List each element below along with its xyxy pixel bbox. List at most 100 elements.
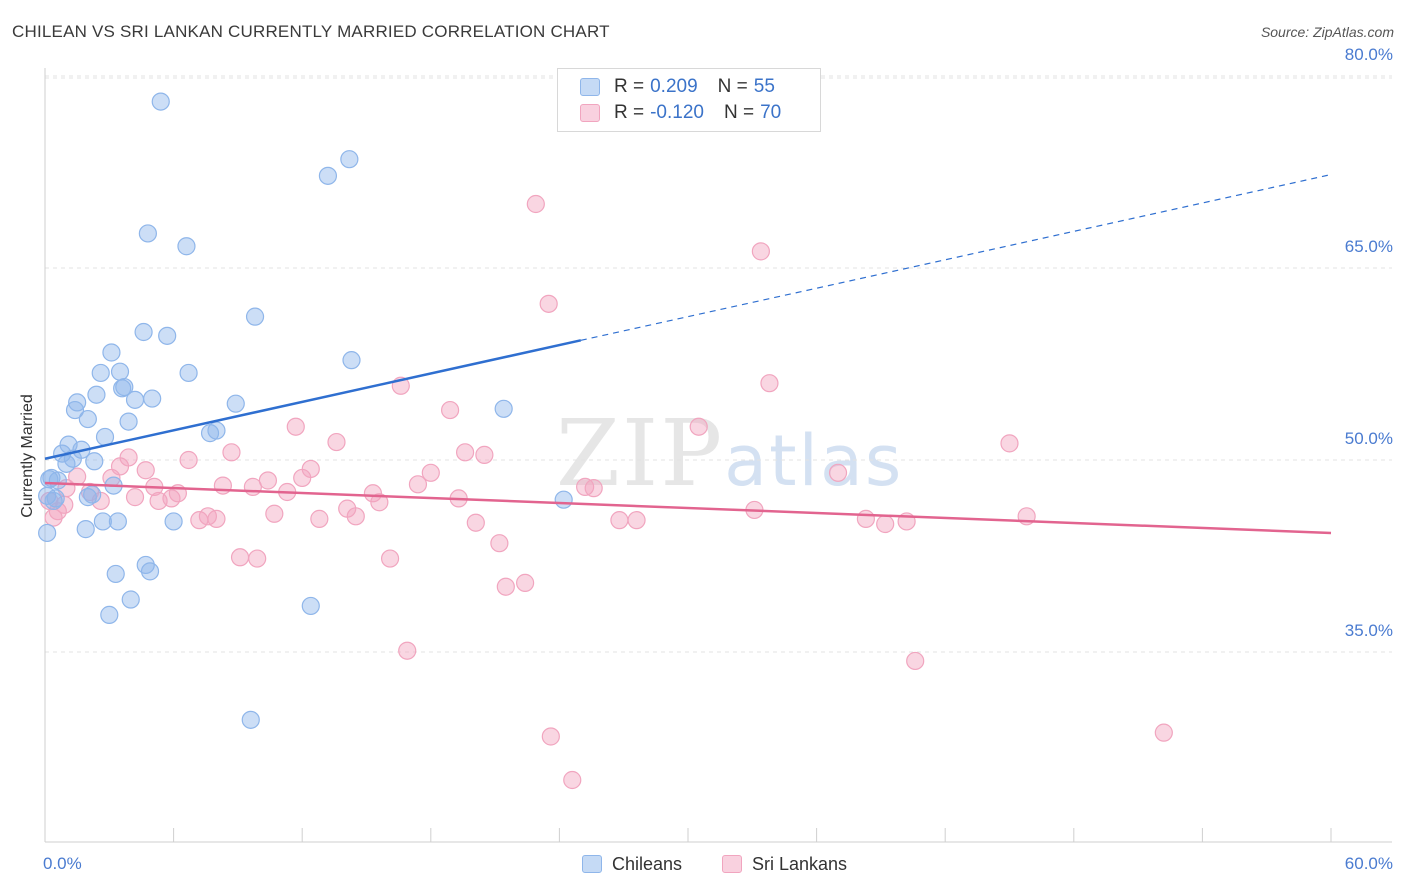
chileans-point bbox=[179, 363, 198, 383]
srilankans-point bbox=[760, 374, 779, 393]
srilankans-point bbox=[828, 463, 848, 482]
chileans-point bbox=[301, 596, 320, 616]
watermark-zip: ZIP bbox=[556, 400, 725, 507]
srilankans-point bbox=[310, 509, 329, 528]
bottom-legend-srilankans: Sri Lankans bbox=[722, 851, 847, 877]
srilankans-point bbox=[136, 461, 155, 480]
chileans-point bbox=[110, 362, 130, 381]
trend-lines bbox=[44, 173, 1332, 535]
srilankans-point bbox=[421, 463, 440, 482]
legend-r-label: R = bbox=[614, 102, 645, 123]
chileans-point bbox=[85, 452, 104, 471]
srilankans-point bbox=[207, 509, 226, 528]
chileans-point bbox=[78, 488, 97, 507]
srilankans-point bbox=[380, 549, 400, 568]
chileans-point bbox=[91, 363, 110, 383]
srilankans-point bbox=[496, 577, 515, 596]
y-tick-label: 65.0% bbox=[1345, 237, 1393, 256]
chileans-trend-line bbox=[44, 339, 582, 460]
chileans-legend-swatch bbox=[582, 855, 602, 873]
chileans-point bbox=[106, 564, 125, 584]
chileans-point bbox=[143, 389, 162, 408]
srilankans-point bbox=[856, 509, 875, 528]
y-tick-labels: 35.0% 50.0% 65.0% 80.0% bbox=[1345, 45, 1393, 640]
srilankans-point bbox=[610, 511, 629, 530]
srilankans-point bbox=[125, 488, 145, 507]
srilankans-point bbox=[455, 443, 475, 462]
srilankans-point bbox=[584, 479, 603, 498]
srilankans-point bbox=[627, 511, 646, 530]
srilankans-point bbox=[370, 493, 389, 512]
legend-row-chileans: R = 0.209 N = 55 bbox=[580, 75, 775, 99]
chileans-point bbox=[140, 562, 160, 581]
srilankans-point bbox=[286, 417, 305, 436]
chileans-point bbox=[113, 379, 132, 398]
chileans-point bbox=[318, 166, 338, 185]
srilankans-trend-line bbox=[44, 481, 1332, 535]
srilankans-point bbox=[516, 573, 535, 592]
srilankans-point bbox=[526, 194, 545, 214]
srilankans-point bbox=[213, 476, 232, 495]
chileans-legend-label: Chileans bbox=[612, 853, 683, 874]
srilankans-legend-swatch bbox=[722, 855, 742, 873]
chileans-point bbox=[241, 710, 260, 729]
srilankans-point bbox=[408, 475, 428, 494]
chileans-point bbox=[245, 307, 265, 326]
chileans-point bbox=[164, 512, 183, 531]
chart-title: CHILEAN VS SRI LANKAN CURRENTLY MARRIED … bbox=[12, 22, 610, 41]
chileans-point bbox=[121, 590, 140, 609]
bottom-legend-chileans: Chileans bbox=[582, 851, 682, 877]
srilankans-point bbox=[258, 471, 278, 490]
chileans-point bbox=[119, 412, 138, 431]
srilankans-point bbox=[751, 242, 770, 261]
chileans-point bbox=[46, 489, 65, 508]
chileans-point bbox=[38, 523, 57, 543]
legend-row-srilankans: R = -0.120 N = 70 bbox=[580, 101, 781, 125]
x-tick-labels: 0.0% 60.0% bbox=[43, 854, 1393, 873]
chileans-point bbox=[554, 490, 573, 509]
srilankans-point bbox=[119, 448, 138, 467]
chileans-point bbox=[40, 470, 59, 489]
srilankans-point bbox=[179, 450, 198, 470]
srilankans-point bbox=[466, 513, 485, 532]
axes bbox=[44, 68, 1392, 843]
legend-n-value: 55 bbox=[753, 76, 775, 97]
srilankans-point bbox=[248, 549, 267, 568]
chileans-point bbox=[134, 322, 153, 342]
srilankans-point bbox=[490, 534, 509, 553]
x-tick-label: 0.0% bbox=[43, 854, 82, 873]
legend-n-value: 70 bbox=[760, 102, 782, 123]
chileans-point bbox=[207, 421, 226, 440]
legend-n-label: N = bbox=[717, 76, 748, 97]
srilankans-point bbox=[1154, 723, 1173, 742]
chileans-point bbox=[138, 224, 157, 243]
watermark: ZIPatlas bbox=[556, 400, 903, 507]
chileans-point bbox=[340, 150, 359, 169]
chileans-trend-extension bbox=[580, 173, 1332, 341]
srilankans-point bbox=[301, 459, 320, 479]
srilankans-point bbox=[363, 484, 383, 503]
chileans-point bbox=[108, 512, 127, 531]
srilankans-point bbox=[327, 432, 346, 452]
srilankans-point bbox=[1000, 434, 1019, 453]
chileans-point bbox=[78, 409, 97, 429]
srilankans-point bbox=[265, 504, 284, 523]
srilankans-point bbox=[440, 400, 460, 420]
srilankans-point bbox=[230, 548, 250, 567]
watermark-atlas: atlas bbox=[724, 420, 904, 502]
chileans-point bbox=[102, 343, 121, 362]
chileans-point bbox=[93, 512, 112, 531]
x-tick-label: 60.0% bbox=[1345, 854, 1393, 873]
srilankans-point bbox=[906, 651, 925, 671]
chileans-swatch bbox=[580, 78, 600, 96]
legend-r-value: 0.209 bbox=[650, 76, 698, 97]
source-label: Source: ZipAtlas.com bbox=[1260, 24, 1394, 40]
srilankans-point bbox=[539, 294, 558, 313]
correlation-legend: R = 0.209 N = 55 R = -0.120 N = 70 bbox=[557, 68, 821, 132]
y-tick-label: 50.0% bbox=[1345, 429, 1393, 448]
srilankans-point bbox=[563, 770, 582, 790]
y-tick-label: 35.0% bbox=[1345, 621, 1393, 640]
srilankans-legend-label: Sri Lankans bbox=[752, 853, 848, 874]
legend-r-value: -0.120 bbox=[650, 102, 704, 123]
